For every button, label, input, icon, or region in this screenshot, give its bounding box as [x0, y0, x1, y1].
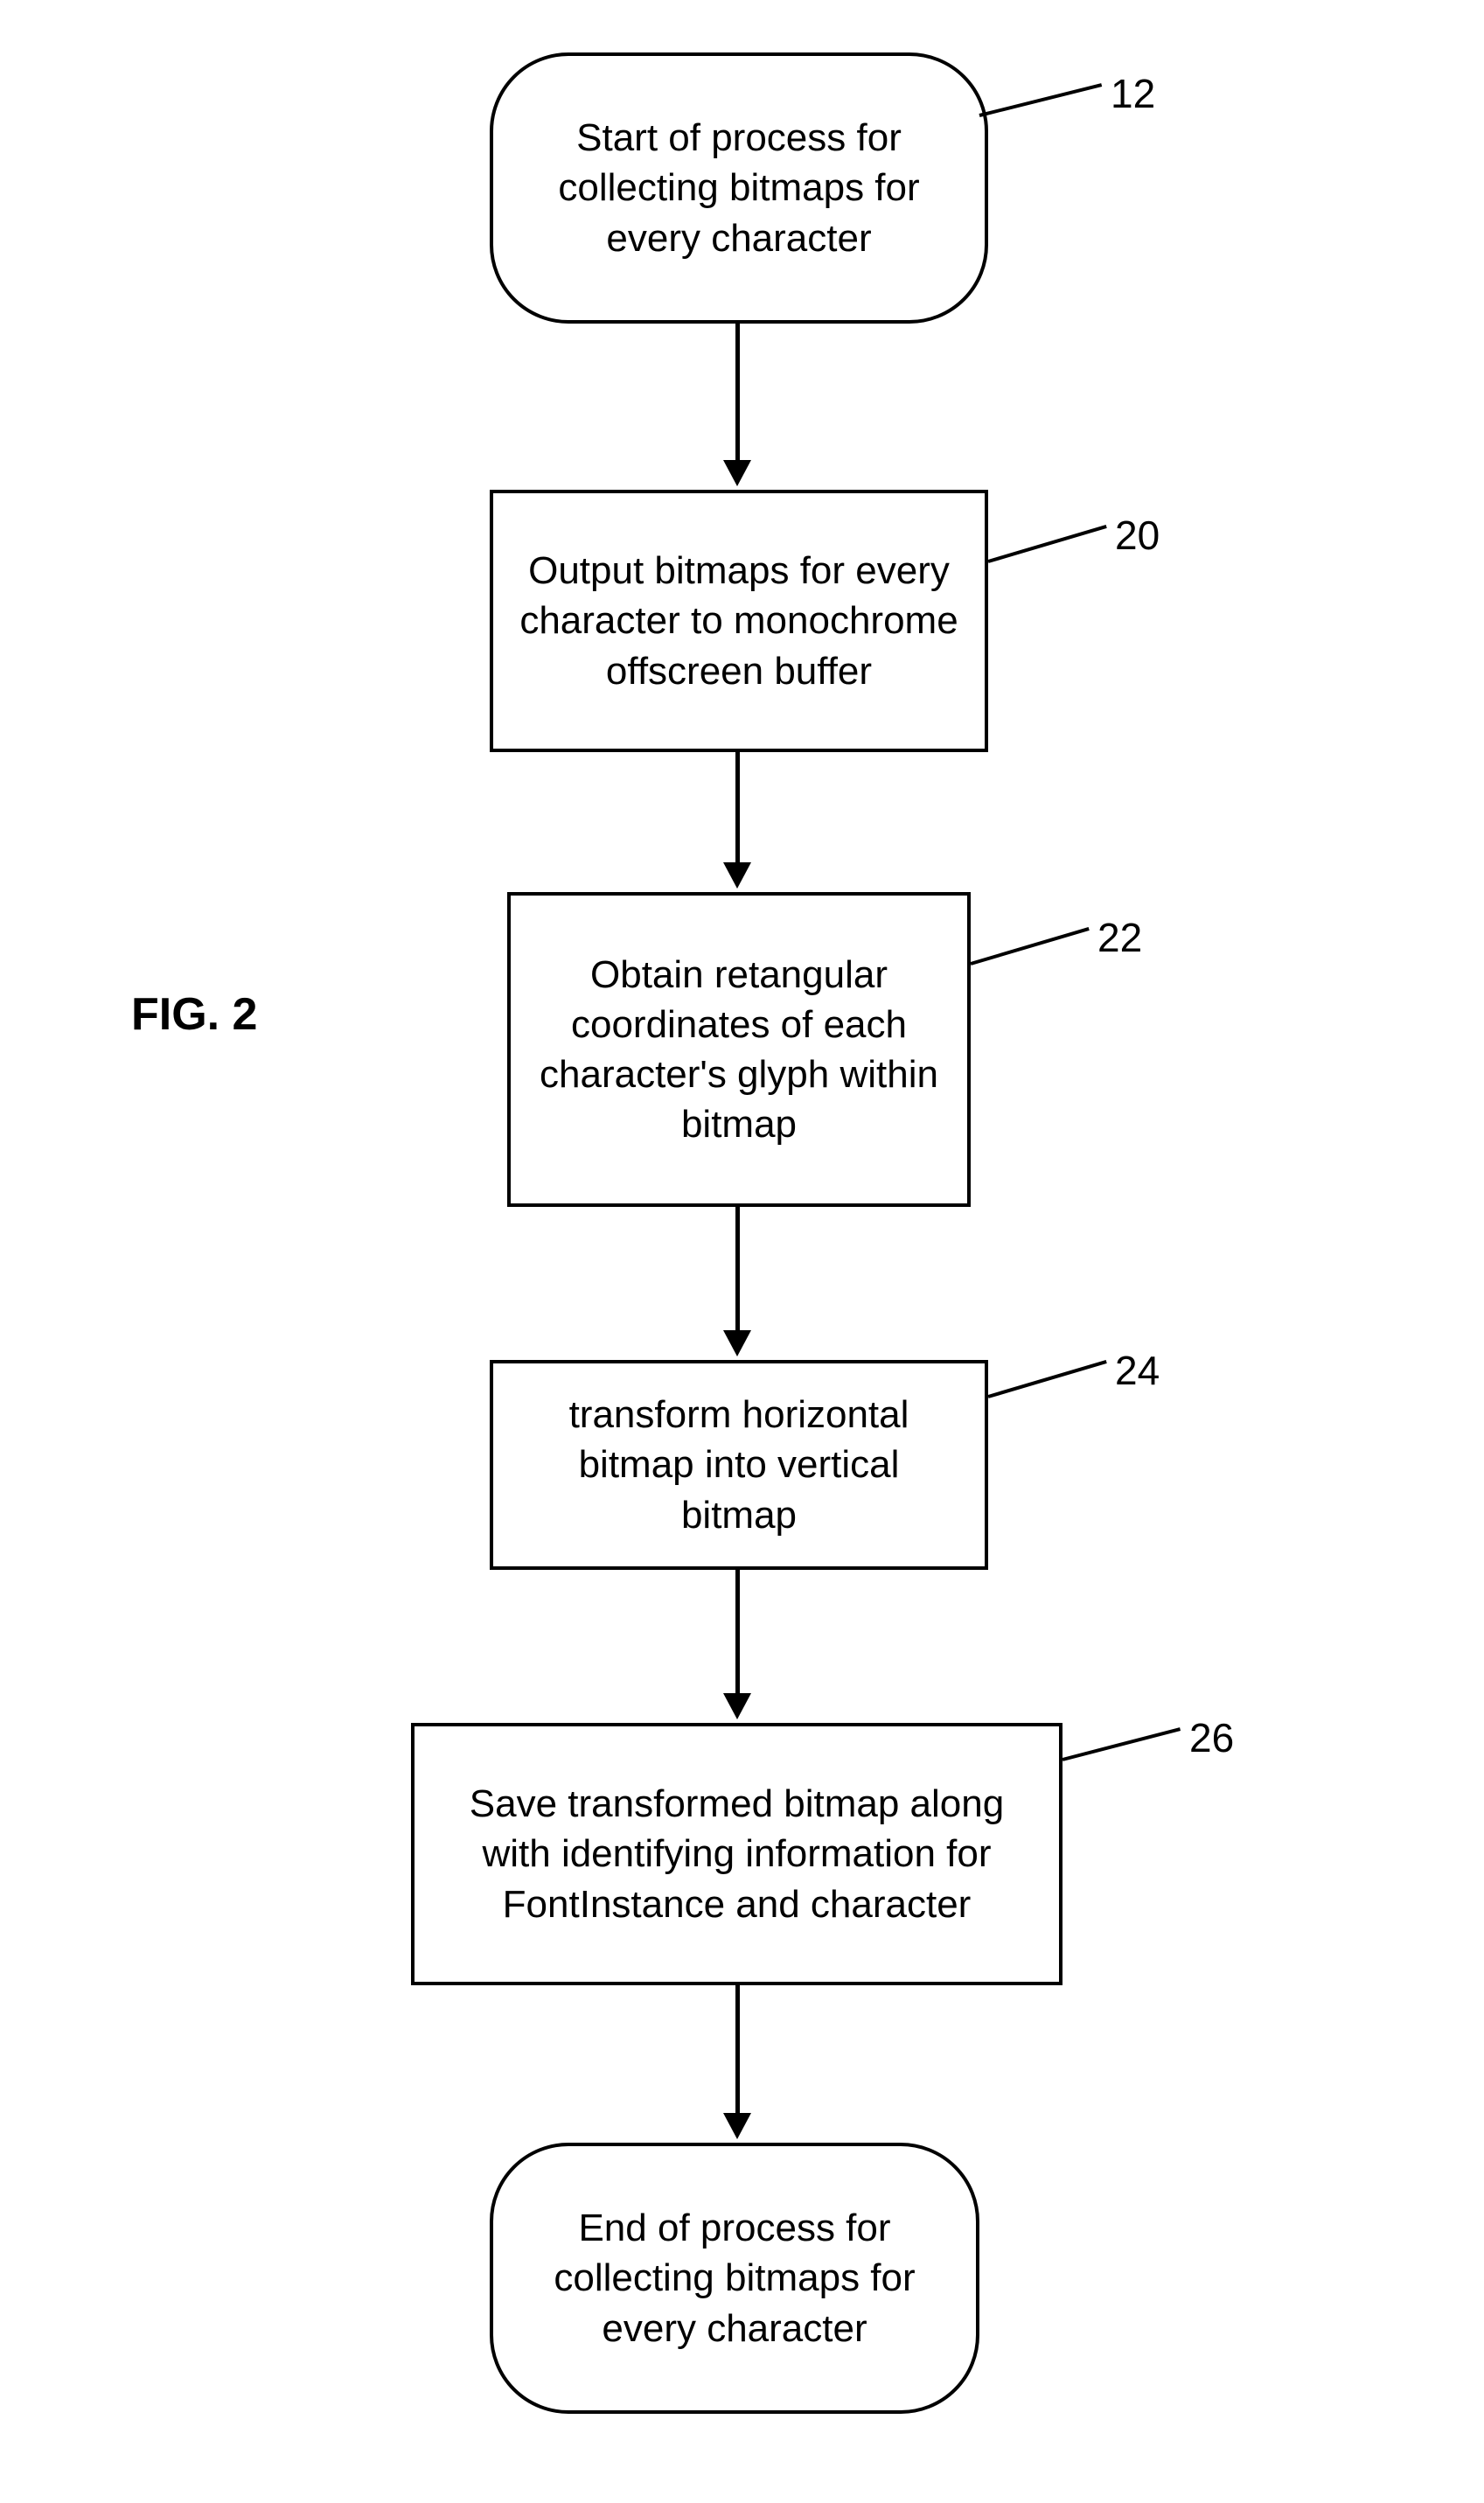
leader-line: [987, 525, 1106, 563]
reference-label-12: 12: [1111, 70, 1155, 117]
leader-line: [979, 83, 1103, 117]
figure-label: FIG. 2: [131, 988, 257, 1041]
node-text: Start of process for collecting bitmaps …: [519, 113, 958, 263]
node-text: transform horizontal bitmap into vertica…: [519, 1390, 958, 1540]
reference-label-24: 24: [1115, 1347, 1160, 1394]
arrow-line: [735, 752, 740, 866]
arrow-line: [735, 1985, 740, 2116]
node-text: End of process for collecting bitmaps fo…: [519, 2203, 950, 2353]
flowchart-node-n22: Obtain retangular coordinates of each ch…: [507, 892, 971, 1207]
arrow-line: [735, 324, 740, 464]
flowchart-node-n_end: End of process for collecting bitmaps fo…: [490, 2143, 979, 2414]
arrow-head-icon: [723, 460, 751, 486]
leader-line: [1062, 1727, 1181, 1761]
node-text: Output bitmaps for every character to mo…: [519, 546, 958, 696]
reference-label-20: 20: [1115, 512, 1160, 559]
arrow-head-icon: [723, 862, 751, 889]
leader-line: [970, 927, 1089, 966]
reference-label-26: 26: [1189, 1714, 1234, 1761]
arrow-head-icon: [723, 2113, 751, 2139]
node-text: Obtain retangular coordinates of each ch…: [537, 950, 941, 1150]
reference-label-22: 22: [1097, 914, 1142, 961]
arrow-line: [735, 1207, 740, 1334]
flowchart-node-n20: Output bitmaps for every character to mo…: [490, 490, 988, 752]
flowchart-node-n26: Save transformed bitmap along with ident…: [411, 1723, 1062, 1985]
arrow-head-icon: [723, 1330, 751, 1356]
flowchart-node-n12: Start of process for collecting bitmaps …: [490, 52, 988, 324]
flowchart-node-n24: transform horizontal bitmap into vertica…: [490, 1360, 988, 1570]
leader-line: [987, 1360, 1106, 1398]
node-text: Save transformed bitmap along with ident…: [441, 1779, 1033, 1929]
arrow-line: [735, 1570, 740, 1697]
arrow-head-icon: [723, 1693, 751, 1719]
